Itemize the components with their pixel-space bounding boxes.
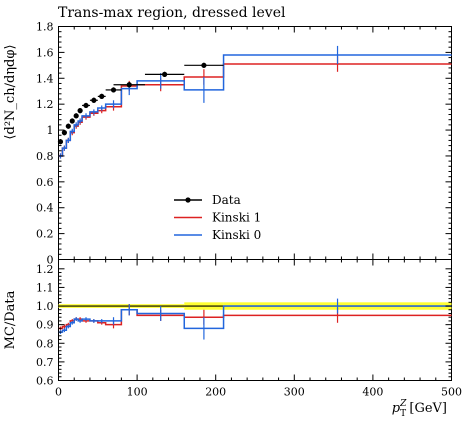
main-y-axis-label: ⟨d²N_ch/dηdφ⟩ [3, 44, 18, 139]
data-point [99, 93, 105, 99]
data-point [83, 102, 89, 109]
main-y-tick-label: 1.6 [36, 46, 54, 59]
ratio-x-tick-label: 400 [362, 386, 383, 399]
ratio-y-tick-label: 1.1 [36, 281, 54, 294]
ratio-kinski-1-step-line [58, 309, 452, 330]
data-point [57, 139, 64, 145]
main-y-tick-label: 1.4 [36, 72, 54, 85]
data-point [61, 130, 67, 136]
data-point [110, 87, 117, 93]
x-axis-label: pTZ [GeV] [392, 399, 447, 419]
data-point [91, 97, 97, 103]
data-point [69, 118, 75, 124]
ratio-x-tick-label: 200 [205, 386, 226, 399]
main-y-tick-label: 0 [47, 254, 54, 267]
data-point [73, 113, 79, 119]
kinski-0-step-line [58, 54, 452, 157]
data-point [201, 62, 207, 68]
legend: Data Kinski 1 Kinski 0 [174, 193, 261, 242]
ratio-y-tick-label: 0.6 [36, 375, 54, 388]
ratio-y-tick-label: 0.7 [36, 356, 54, 369]
data-point [77, 108, 83, 114]
chart-title: Trans-max region, dressed level [58, 5, 286, 21]
ratio-y-tick-label: 1.0 [36, 300, 54, 313]
legend-label: Data [212, 193, 241, 207]
data-point [126, 82, 132, 88]
ratio-x-tick-label: 500 [441, 386, 462, 399]
ratio-y-tick-label: 1.2 [36, 263, 54, 276]
legend-marker [185, 197, 191, 203]
ratio-panel: 0.6 0.7 0.8 0.9 1.0 1.1 1.2 0 100 200 300 400 500 [36, 259, 462, 399]
main-y-tick-label: 1 [47, 124, 54, 137]
main-y-tick-label: 0.2 [36, 228, 54, 241]
main-y-tick-label: 0.8 [36, 150, 54, 163]
ratio-x-tick-label: 300 [284, 386, 305, 399]
main-y-tick-label: 0.4 [36, 202, 54, 215]
legend-label: Kinski 1 [212, 211, 261, 225]
main-y-tick-label: 1.8 [36, 21, 54, 34]
main-panel: 0 0.2 0.4 0.6 0.8 1 1.2 1.4 1.6 1.8 [36, 21, 452, 267]
ratio-kinski-0-step-line [58, 305, 452, 333]
kinski-1-step-line [58, 63, 452, 157]
ratio-y-tick-label: 0.9 [36, 319, 54, 332]
ratio-x-tick-label: 0 [55, 386, 62, 399]
ratio-y-axis-label: MC/Data [3, 290, 18, 349]
main-y-tick-label: 1.2 [36, 98, 54, 111]
data-point [162, 71, 168, 77]
main-y-tick-label: 0.6 [36, 176, 54, 189]
ratio-panel-frame [58, 259, 452, 381]
legend-label: Kinski 0 [212, 228, 261, 242]
main-panel-frame [58, 26, 452, 260]
ratio-x-tick-label: 100 [127, 386, 148, 399]
ratio-y-tick-label: 0.8 [36, 337, 54, 350]
data-point [65, 123, 71, 129]
